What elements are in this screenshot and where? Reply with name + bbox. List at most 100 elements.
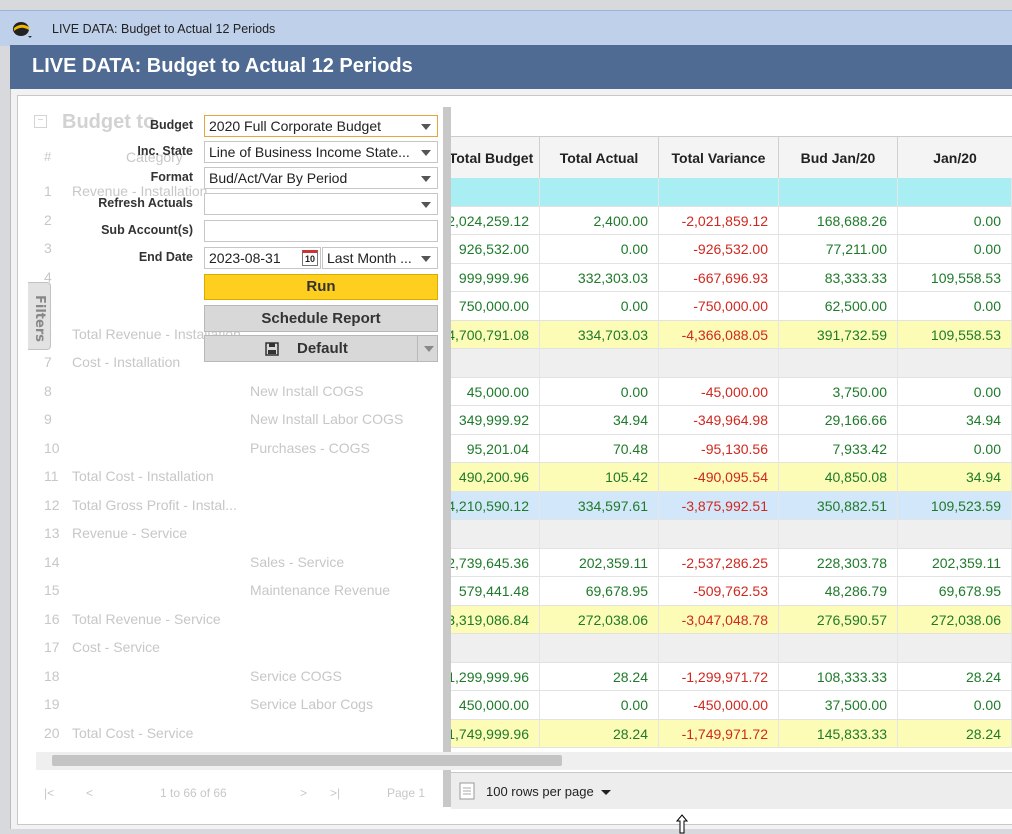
table-cell[interactable]: 69,678.95: [898, 577, 1012, 605]
col-header-category[interactable]: Category: [126, 149, 183, 165]
table-cell[interactable]: [443, 634, 540, 662]
table-cell[interactable]: 48,286.79: [779, 577, 898, 605]
table-cell[interactable]: 0.00: [898, 235, 1012, 263]
horizontal-scrollbar[interactable]: [36, 752, 1012, 770]
table-cell[interactable]: [779, 520, 898, 548]
scrollbar-thumb[interactable]: [52, 755, 562, 766]
first-page-icon[interactable]: |<: [44, 786, 55, 800]
table-cell[interactable]: 0.00: [898, 292, 1012, 320]
table-row[interactable]: 1,299,999.96 28.24 -1,299,971.72 108,333.33…: [443, 662, 1012, 691]
panel-splitter[interactable]: [443, 107, 451, 807]
table-cell[interactable]: 999,999.96: [443, 263, 540, 292]
table-cell[interactable]: 334,597.61: [540, 491, 659, 520]
table-cell[interactable]: 109,558.53: [898, 263, 1012, 292]
table-cell[interactable]: -926,532.00: [659, 235, 779, 263]
end-date-input[interactable]: 2023-08-31 10: [204, 247, 321, 269]
table-cell[interactable]: 62,500.00: [779, 292, 898, 320]
table-cell[interactable]: 34.94: [540, 406, 659, 434]
table-cell[interactable]: -3,875,992.51: [659, 491, 779, 520]
table-cell[interactable]: 349,999.92: [443, 406, 540, 434]
table-row[interactable]: 750,000.00 0.00 -750,000.00 62,500.00 0.00: [443, 292, 1012, 321]
table-cell[interactable]: -1,299,971.72: [659, 662, 779, 691]
table-cell[interactable]: -45,000.00: [659, 377, 779, 406]
table-cell[interactable]: 450,000.00: [443, 691, 540, 719]
table-row[interactable]: [443, 634, 1012, 663]
table-row[interactable]: 1,749,999.96 28.24 -1,749,971.72 145,833.33…: [443, 719, 1012, 748]
table-row[interactable]: 490,200.96 105.42 -490,095.54 40,850.08 34.9…: [443, 463, 1012, 492]
table-cell[interactable]: -490,095.54: [659, 463, 779, 491]
table-cell[interactable]: 34.94: [898, 463, 1012, 491]
table-cell[interactable]: 37,500.00: [779, 691, 898, 719]
budget-select[interactable]: 2020 Full Corporate Budget: [204, 115, 438, 137]
table-cell[interactable]: -750,000.00: [659, 292, 779, 320]
table-cell[interactable]: [779, 349, 898, 377]
next-page-icon[interactable]: >: [300, 786, 308, 800]
chevron-down-icon[interactable]: [601, 790, 611, 795]
table-cell[interactable]: 0.00: [540, 691, 659, 719]
table-cell[interactable]: -349,964.98: [659, 406, 779, 434]
table-cell[interactable]: 40,850.08: [779, 463, 898, 491]
col-header-total-variance[interactable]: Total Variance: [659, 137, 779, 179]
table-cell[interactable]: 4,210,590.12: [443, 491, 540, 520]
run-button[interactable]: Run: [204, 274, 438, 300]
table-cell[interactable]: [659, 349, 779, 377]
period-select[interactable]: Last Month ...: [322, 247, 438, 269]
table-cell[interactable]: 109,558.53: [898, 320, 1012, 349]
table-cell[interactable]: 83,333.33: [779, 263, 898, 292]
table-cell[interactable]: 391,732.59: [779, 320, 898, 349]
table-row[interactable]: [443, 349, 1012, 378]
table-cell[interactable]: 926,532.00: [443, 235, 540, 263]
table-cell[interactable]: -450,000.00: [659, 691, 779, 719]
table-cell[interactable]: [443, 520, 540, 548]
table-cell[interactable]: -667,696.93: [659, 263, 779, 292]
table-cell[interactable]: -3,047,048.78: [659, 605, 779, 634]
table-cell[interactable]: 0.00: [898, 691, 1012, 719]
table-cell[interactable]: 45,000.00: [443, 377, 540, 406]
default-button[interactable]: Default: [204, 335, 438, 362]
table-cell[interactable]: 168,688.26: [779, 206, 898, 235]
table-cell[interactable]: 272,038.06: [540, 605, 659, 634]
last-page-icon[interactable]: >|: [330, 786, 341, 800]
table-cell[interactable]: 3,750.00: [779, 377, 898, 406]
table-cell[interactable]: 750,000.00: [443, 292, 540, 320]
table-row[interactable]: 95,201.04 70.48 -95,130.56 7,933.42 0.00: [443, 434, 1012, 463]
table-cell[interactable]: 1,749,999.96: [443, 719, 540, 748]
sub-account-input[interactable]: [204, 220, 438, 242]
table-cell[interactable]: 276,590.57: [779, 605, 898, 634]
page-label[interactable]: Page 1: [387, 786, 426, 800]
calendar-icon[interactable]: 10: [302, 250, 318, 266]
table-cell[interactable]: 77,211.00: [779, 235, 898, 263]
table-cell[interactable]: 334,703.03: [540, 320, 659, 349]
table-row[interactable]: 926,532.00 0.00 -926,532.00 77,211.00 0.00: [443, 235, 1012, 264]
table-cell[interactable]: -2,021,859.12: [659, 206, 779, 235]
table-row[interactable]: [443, 520, 1012, 549]
table-cell[interactable]: 70.48: [540, 434, 659, 463]
table-cell[interactable]: 28.24: [540, 719, 659, 748]
collapse-icon[interactable]: −: [34, 115, 47, 128]
table-cell[interactable]: 202,359.11: [898, 548, 1012, 577]
table-row[interactable]: 349,999.92 34.94 -349,964.98 29,166.66 34.94: [443, 406, 1012, 435]
table-cell[interactable]: 2,400.00: [540, 206, 659, 235]
table-cell[interactable]: 108,333.33: [779, 662, 898, 691]
table-cell[interactable]: 272,038.06: [898, 605, 1012, 634]
table-row[interactable]: 579,441.48 69,678.95 -509,762.53 48,286.79 6…: [443, 577, 1012, 606]
table-cell[interactable]: [659, 634, 779, 662]
table-cell[interactable]: [540, 634, 659, 662]
table-cell[interactable]: 0.00: [540, 292, 659, 320]
inc-state-select[interactable]: Line of Business Income State...: [204, 141, 438, 163]
rows-per-page-select[interactable]: 100 rows per page: [486, 784, 594, 799]
default-dropdown[interactable]: [417, 336, 440, 361]
app-logo-icon[interactable]: [12, 19, 32, 39]
table-cell[interactable]: 3,319,086.84: [443, 605, 540, 634]
table-cell[interactable]: -95,130.56: [659, 434, 779, 463]
table-cell[interactable]: 4,700,791.08: [443, 320, 540, 349]
table-cell[interactable]: [659, 178, 779, 206]
table-row[interactable]: 450,000.00 0.00 -450,000.00 37,500.00 0.00: [443, 691, 1012, 720]
col-header-total-budget[interactable]: Total Budget: [443, 137, 540, 179]
table-cell[interactable]: [898, 634, 1012, 662]
table-cell[interactable]: 34.94: [898, 406, 1012, 434]
table-cell[interactable]: 109,523.59: [898, 491, 1012, 520]
table-cell[interactable]: 579,441.48: [443, 577, 540, 605]
table-cell[interactable]: 0.00: [898, 377, 1012, 406]
table-row[interactable]: 999,999.96 332,303.03 -667,696.93 83,333.33…: [443, 263, 1012, 292]
